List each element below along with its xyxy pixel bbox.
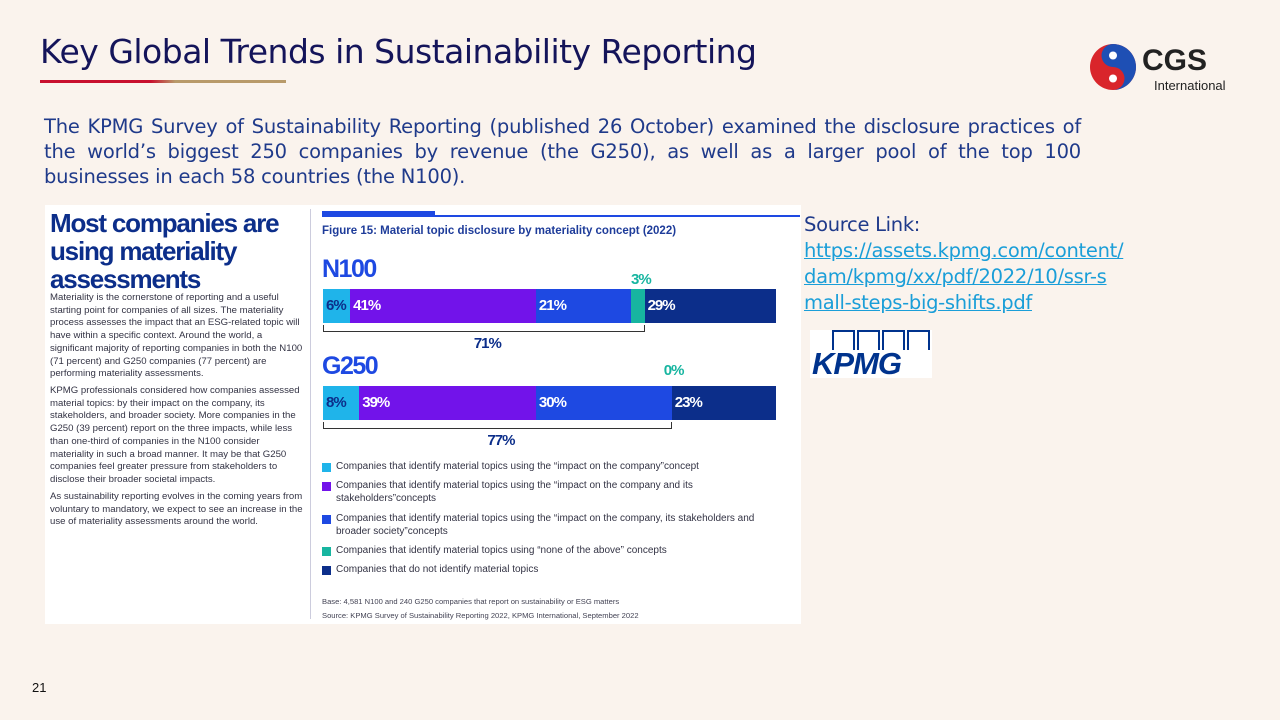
bar-segment: 29% (644, 289, 776, 323)
cgs-logo-subtext: International (1154, 78, 1226, 93)
category-label-n100: N100 (322, 255, 377, 283)
chart-title: Figure 15: Material topic disclosure by … (322, 225, 677, 237)
bar-segment: 23% (671, 386, 776, 420)
total-label-n100: 71% (473, 335, 502, 352)
legend-swatch (322, 515, 331, 524)
cgs-swirl-icon (1090, 44, 1136, 90)
legend-swatch (322, 463, 331, 472)
legend-swatch (322, 547, 331, 556)
bar-segment: 41% (350, 289, 536, 323)
data-label-none-n100: 3% (631, 271, 652, 288)
data-label: 29% (647, 297, 676, 314)
bracket-n100 (323, 325, 645, 332)
total-label-g250: 77% (487, 432, 515, 449)
data-label: 39% (362, 394, 390, 411)
bar-segment: 21% (535, 289, 632, 323)
slide-title: Key Global Trends in Sustainability Repo… (40, 32, 757, 71)
data-label: 6% (326, 297, 347, 314)
legend-item: Companies that identify material topics … (322, 545, 782, 558)
report-excerpt-image: Most companies are using materiality ass… (45, 205, 801, 624)
data-label: 8% (326, 394, 347, 411)
chart-source-note: Source: KPMG Survey of Sustainability Re… (322, 611, 639, 620)
source-block: Source Link: https://assets.kpmg.com/con… (804, 212, 1124, 316)
cgs-logo-text: CGS (1142, 44, 1208, 77)
cgs-logo: CGS International (1088, 40, 1238, 96)
legend-swatch (322, 482, 331, 491)
accent-line (322, 215, 800, 217)
stacked-bar-g250: 8% 39% 30% 23% (323, 386, 776, 420)
legend-item: Companies that identify material topics … (322, 513, 782, 538)
excerpt-paragraph: As sustainability reporting evolves in t… (50, 491, 303, 528)
chart-base-note: Base: 4,581 N100 and 240 G250 companies … (322, 597, 620, 606)
legend-item: Companies that identify material topics … (322, 480, 782, 505)
stacked-bar-n100: 6% 41% 21% 29% (323, 289, 776, 323)
legend-item: Companies that do not identify material … (322, 564, 782, 577)
bar-segment: 39% (359, 386, 536, 420)
data-label: 30% (538, 394, 567, 411)
data-label-none-g250: 0% (663, 362, 685, 379)
bar-segment: 8% (323, 386, 360, 420)
column-divider (310, 209, 311, 619)
bracket-g250 (323, 422, 672, 429)
accent-bar (322, 211, 435, 217)
category-label-g250: G250 (322, 352, 379, 380)
data-label: 23% (674, 394, 703, 411)
excerpt-paragraph: KPMG professionals considered how compan… (50, 385, 300, 485)
bar-segment: 6% (323, 289, 351, 323)
excerpt-heading: Most companies are using materiality ass… (50, 208, 280, 294)
excerpt-paragraph: Materiality is the cornerstone of report… (50, 292, 303, 380)
data-label: 21% (538, 297, 567, 314)
data-label: 41% (353, 297, 381, 314)
source-label: Source Link: (804, 213, 921, 236)
kpmg-logo: KPMG (810, 330, 932, 381)
intro-paragraph: The KPMG Survey of Sustainability Report… (44, 115, 1081, 188)
source-link[interactable]: https://assets.kpmg.com/content/dam/kpmg… (804, 239, 1124, 314)
legend-swatch (322, 566, 331, 575)
title-underline (40, 80, 286, 83)
page-number: 21 (32, 680, 47, 695)
bar-segment: 30% (535, 386, 672, 420)
bar-segment (631, 289, 645, 323)
legend-item: Companies that identify material topics … (322, 461, 782, 474)
